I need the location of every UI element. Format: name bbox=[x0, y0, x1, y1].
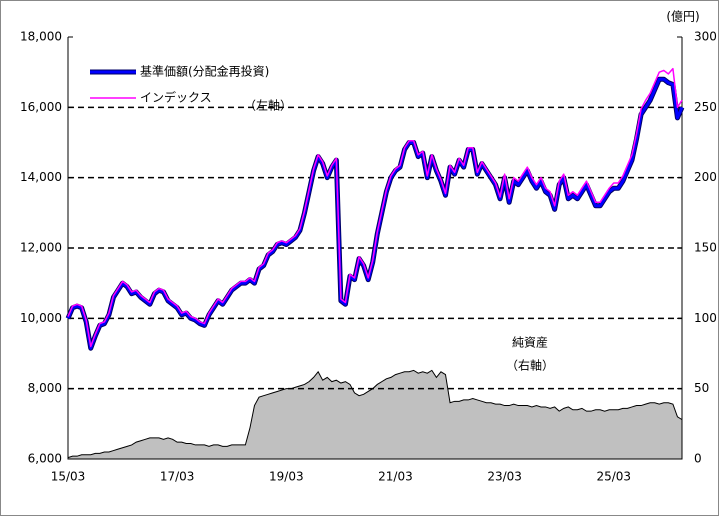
x-tick-label: 19/03 bbox=[269, 470, 304, 484]
y-tick-label: 12,000 bbox=[20, 241, 62, 255]
x-tick-label: 17/03 bbox=[160, 470, 195, 484]
y2-tick-label: 250 bbox=[694, 100, 717, 114]
right-axis-unit: (億円) bbox=[666, 10, 699, 24]
x-tick-label: 25/03 bbox=[596, 470, 631, 484]
area bbox=[67, 369, 683, 460]
y-tick-label: 8,000 bbox=[28, 381, 62, 395]
y2-tick-label: 0 bbox=[694, 452, 702, 466]
left-axis-note: （左軸） bbox=[244, 98, 292, 113]
x-tick-label: 23/03 bbox=[487, 470, 522, 484]
y-tick-label: 16,000 bbox=[20, 100, 62, 114]
x-tick-label: 21/03 bbox=[378, 470, 413, 484]
legend-label: 基準価額(分配金再投資) bbox=[140, 64, 269, 79]
y-tick-label: 10,000 bbox=[20, 311, 62, 325]
legend-label: インデックス bbox=[140, 90, 212, 105]
y2-tick-label: 50 bbox=[694, 381, 709, 395]
y-tick-label: 18,000 bbox=[20, 30, 62, 44]
y2-tick-label: 300 bbox=[694, 30, 717, 44]
y-tick-label: 14,000 bbox=[20, 170, 62, 184]
right-axis-note: （右軸） bbox=[506, 358, 554, 373]
y2-tick-label: 150 bbox=[694, 241, 717, 255]
y-tick-label: 6,000 bbox=[28, 452, 62, 466]
y2-tick-label: 100 bbox=[694, 311, 717, 325]
area-label: 純資産 bbox=[512, 335, 548, 350]
x-tick-label: 15/03 bbox=[51, 470, 86, 484]
line bbox=[67, 67, 683, 348]
y2-tick-label: 200 bbox=[694, 170, 717, 184]
